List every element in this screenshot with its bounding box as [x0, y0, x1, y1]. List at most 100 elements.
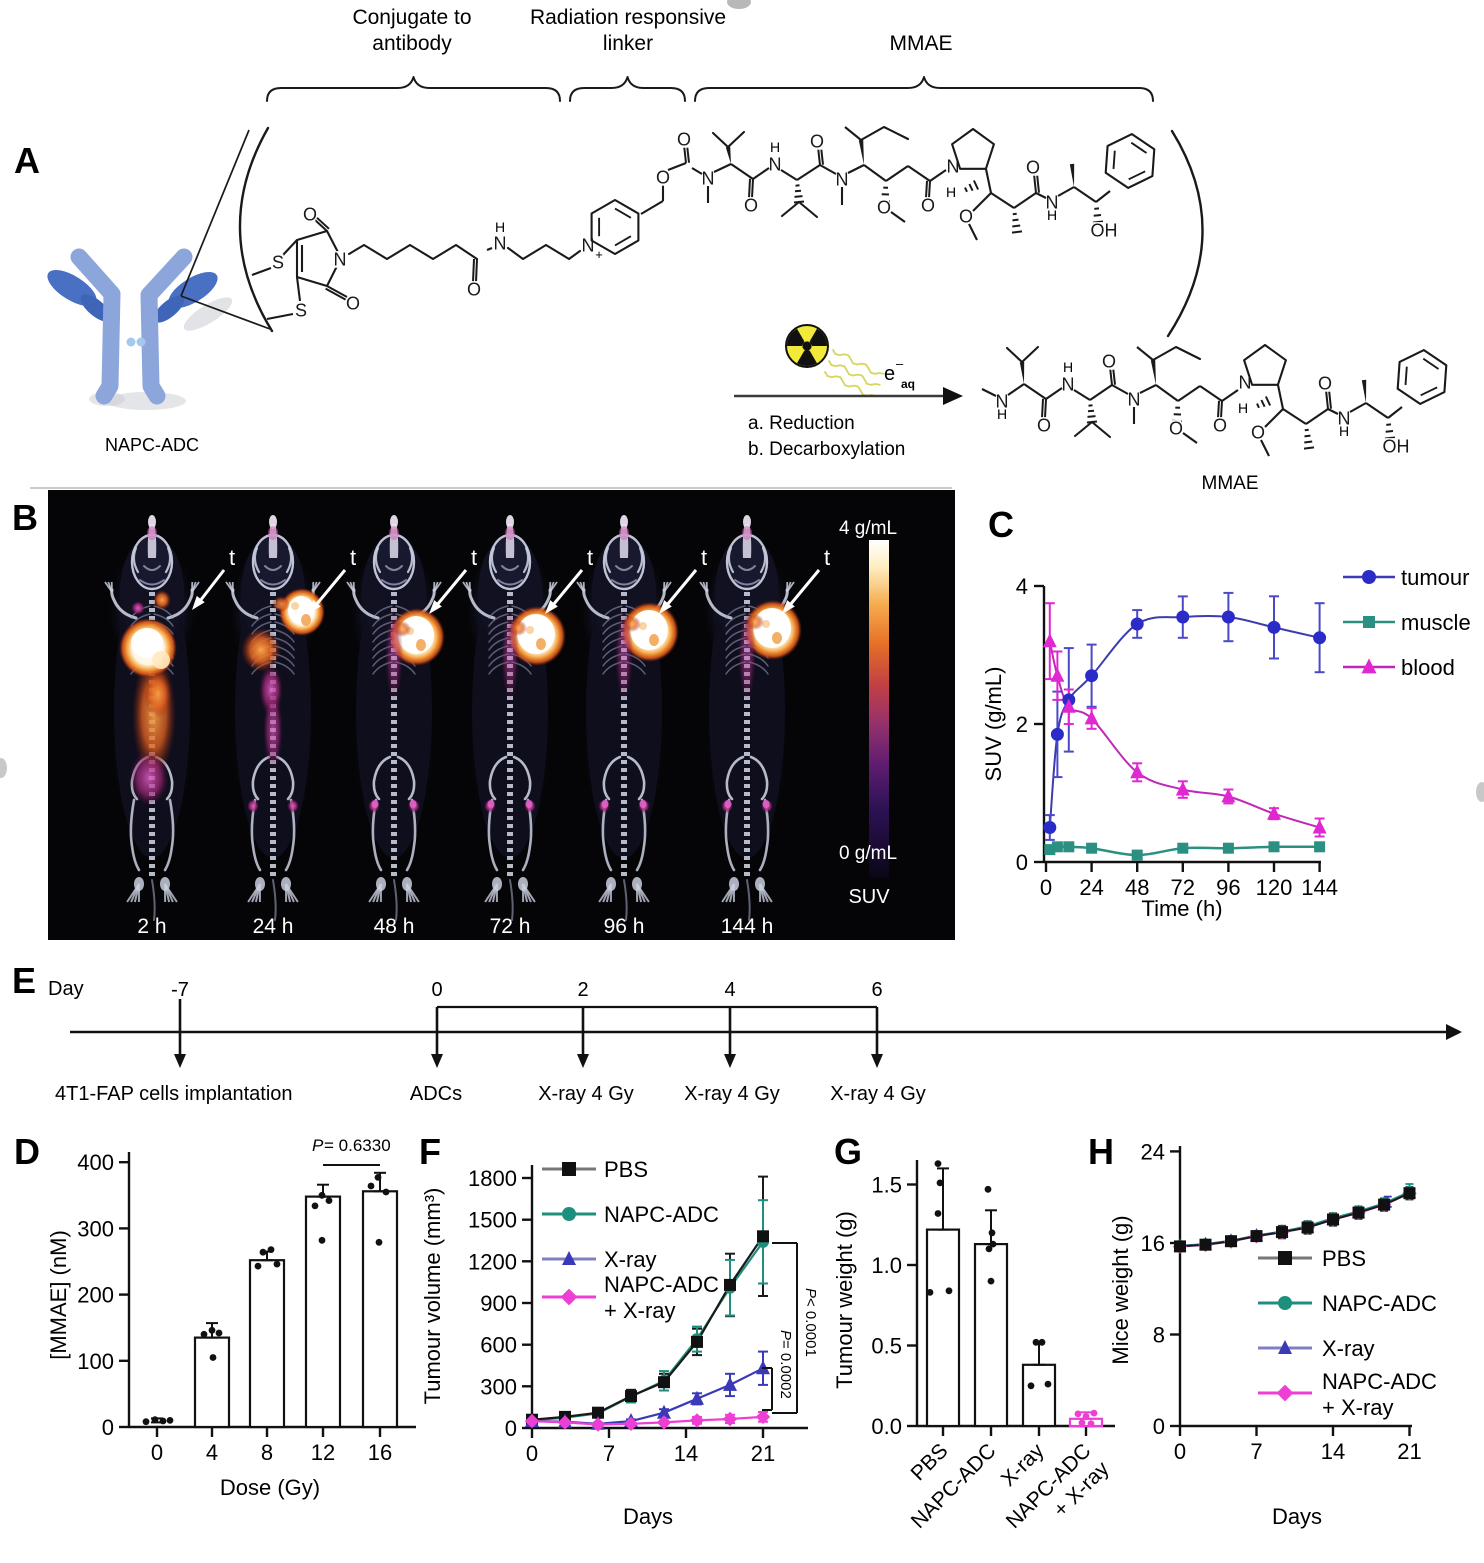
svg-text:NAPC-ADC: NAPC-ADC: [1322, 1291, 1437, 1316]
svg-text:NAPC-ADC: NAPC-ADC: [604, 1202, 719, 1227]
svg-text:14: 14: [1321, 1439, 1345, 1464]
svg-text:4: 4: [724, 979, 735, 1001]
svg-text:O: O: [303, 204, 317, 224]
svg-text:0: 0: [1016, 850, 1028, 875]
svg-text:linker: linker: [603, 32, 653, 55]
svg-text:14: 14: [674, 1441, 698, 1466]
svg-text:8: 8: [1153, 1322, 1165, 1347]
svg-text:N: N: [334, 249, 347, 269]
svg-text:Dose (Gy): Dose (Gy): [220, 1475, 320, 1500]
svg-text:72 h: 72 h: [490, 915, 531, 938]
svg-text:4T1-FAP cells implantation: 4T1-FAP cells implantation: [55, 1083, 293, 1105]
svg-text:Day: Day: [48, 978, 84, 1000]
svg-text:1.0: 1.0: [871, 1253, 902, 1278]
svg-text:SUV (g/mL): SUV (g/mL): [981, 667, 1006, 782]
svg-text:–: –: [896, 356, 904, 371]
svg-text:O: O: [346, 293, 360, 313]
svg-text:-7: -7: [171, 979, 189, 1001]
svg-text:X-ray: X-ray: [604, 1247, 657, 1272]
svg-text:N: N: [769, 154, 782, 174]
svg-text:Time (h): Time (h): [1141, 896, 1222, 921]
svg-text:N: N: [1062, 374, 1075, 394]
svg-text:P: P: [777, 1330, 794, 1340]
svg-text:F: F: [419, 1131, 441, 1172]
svg-text:Tumour weight (g): Tumour weight (g): [832, 1211, 857, 1389]
svg-text:4 g/mL: 4 g/mL: [839, 518, 897, 539]
svg-text:N: N: [1239, 372, 1252, 392]
svg-text:7: 7: [1250, 1439, 1262, 1464]
svg-text:4: 4: [206, 1440, 218, 1465]
svg-text:H: H: [997, 406, 1007, 422]
svg-text:H: H: [495, 219, 505, 235]
svg-text:0: 0: [431, 979, 442, 1001]
svg-text:O: O: [959, 206, 973, 226]
svg-text:O: O: [467, 279, 481, 299]
svg-text:O: O: [877, 197, 891, 217]
svg-text:a. Reduction: a. Reduction: [748, 413, 855, 434]
svg-text:A: A: [14, 140, 40, 181]
svg-text:16: 16: [368, 1440, 392, 1465]
svg-text:6: 6: [871, 979, 882, 1001]
svg-text:8: 8: [261, 1440, 273, 1465]
svg-text:t: t: [824, 545, 830, 570]
svg-text:PBS: PBS: [604, 1157, 648, 1182]
svg-text:ADCs: ADCs: [410, 1083, 462, 1105]
svg-text:O: O: [1102, 351, 1116, 371]
svg-text:NAPC-ADC: NAPC-ADC: [105, 435, 199, 455]
svg-text:X-ray 4 Gy: X-ray 4 Gy: [684, 1083, 780, 1105]
svg-text:antibody: antibody: [372, 32, 452, 55]
svg-text:t: t: [701, 545, 707, 570]
svg-text:N: N: [947, 156, 960, 176]
svg-text:1500: 1500: [468, 1208, 517, 1233]
svg-text:X-ray: X-ray: [1322, 1336, 1375, 1361]
svg-text:tumour: tumour: [1401, 565, 1469, 590]
svg-text:B: B: [12, 497, 38, 538]
svg-text:0: 0: [1040, 875, 1052, 900]
svg-text:H: H: [1047, 207, 1057, 223]
svg-text:O: O: [810, 131, 824, 151]
svg-text:1800: 1800: [468, 1166, 517, 1191]
svg-text:12: 12: [311, 1440, 335, 1465]
svg-text:+: +: [595, 247, 603, 262]
svg-text:e: e: [884, 363, 895, 385]
svg-text:2: 2: [577, 979, 588, 1001]
svg-text:96 h: 96 h: [604, 915, 645, 938]
svg-text:C: C: [988, 504, 1014, 545]
svg-text:21: 21: [751, 1441, 775, 1466]
svg-text:H: H: [1063, 359, 1073, 375]
svg-text:< 0.0001: < 0.0001: [802, 1298, 819, 1357]
svg-text:MMAE: MMAE: [1202, 473, 1259, 494]
svg-text:G: G: [834, 1131, 862, 1172]
svg-text:120: 120: [1256, 875, 1293, 900]
svg-text:100: 100: [77, 1349, 114, 1374]
svg-text:Days: Days: [1272, 1504, 1322, 1529]
svg-text:144: 144: [1301, 875, 1338, 900]
svg-text:SUV: SUV: [848, 886, 890, 908]
svg-text:900: 900: [480, 1291, 517, 1316]
svg-text:Mice weight (g): Mice weight (g): [1108, 1215, 1133, 1364]
svg-text:O: O: [921, 195, 935, 215]
svg-text:+ X-ray: + X-ray: [604, 1298, 676, 1323]
svg-text:300: 300: [480, 1374, 517, 1399]
svg-text:0: 0: [1174, 1439, 1186, 1464]
svg-text:24: 24: [1079, 875, 1103, 900]
svg-text:OH: OH: [1091, 220, 1118, 240]
svg-text:24: 24: [1141, 1139, 1165, 1164]
svg-text:O: O: [1318, 373, 1332, 393]
svg-text:48 h: 48 h: [374, 915, 415, 938]
svg-text:Tumour volume (mm³): Tumour volume (mm³): [420, 1188, 445, 1405]
svg-text:H: H: [1238, 400, 1248, 416]
svg-text:PBS: PBS: [1322, 1246, 1366, 1271]
svg-text:P: P: [312, 1136, 324, 1155]
svg-text:P: P: [802, 1288, 819, 1298]
svg-text:O: O: [744, 195, 758, 215]
svg-text:O: O: [1169, 418, 1183, 438]
svg-text:O: O: [1213, 415, 1227, 435]
svg-text:S: S: [272, 252, 284, 272]
svg-text:N: N: [494, 233, 507, 253]
svg-text:O: O: [656, 167, 670, 187]
svg-text:1200: 1200: [468, 1249, 517, 1274]
svg-text:4: 4: [1016, 574, 1028, 599]
svg-text:O: O: [1026, 157, 1040, 177]
svg-text:Radiation responsive: Radiation responsive: [530, 6, 726, 29]
